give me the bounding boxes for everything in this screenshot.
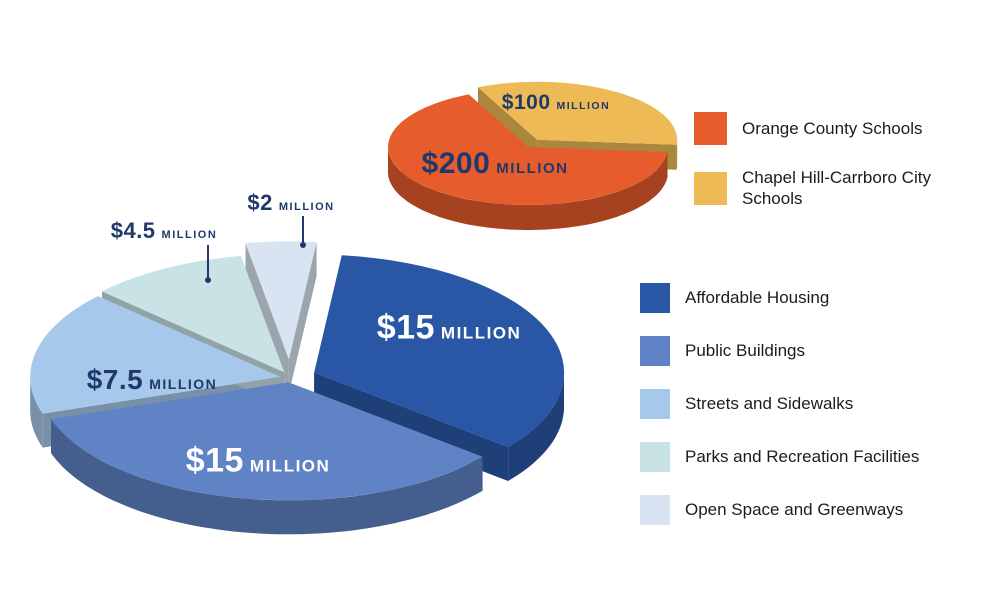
callout-line-parks [205, 245, 211, 283]
legend-item: Streets and Sidewalks [640, 389, 919, 419]
pie-slice-rim [388, 148, 668, 230]
legend-label: Public Buildings [685, 341, 806, 361]
pie-slice-rim [51, 419, 483, 535]
pie-slice-label-affordable-housing: $15 MILLION [377, 309, 522, 348]
pie-slice [478, 81, 678, 145]
slice-amount: $7.5 [86, 364, 144, 395]
callout-line-open-space [300, 216, 306, 248]
slice-suffix: MILLION [161, 229, 218, 241]
legend-item: Chapel Hill-Carrboro City Schools [694, 167, 967, 210]
slice-amount: $2 [247, 190, 273, 215]
pie-slice-rim [676, 140, 678, 170]
legend-item: Affordable Housing [640, 283, 919, 313]
legend-swatch [640, 442, 670, 472]
pie-slice [102, 256, 285, 373]
slice-suffix: MILLION [278, 201, 335, 213]
schools-legend: Orange County Schools Chapel Hill-Carrbor… [694, 112, 967, 210]
pie-slice-label-parks-recreation: $4.5 MILLION [111, 218, 218, 244]
pie-slice [388, 94, 668, 205]
legend-swatch [694, 112, 727, 145]
legend-item: Orange County Schools [694, 112, 967, 145]
slice-suffix: MILLION [556, 100, 611, 112]
bond-projects-legend: Affordable Housing Public Buildings Street… [640, 283, 919, 525]
slice-suffix: MILLION [149, 376, 218, 392]
slice-amount: $4.5 [110, 218, 156, 243]
legend-label: Streets and Sidewalks [685, 394, 854, 414]
legend-label: Chapel Hill-Carrboro City Schools [742, 168, 931, 209]
slice-suffix: MILLION [496, 160, 569, 177]
pie-slice-label-chapel-hill: $100 MILLION [502, 91, 610, 115]
pie-slice-label-open-space: $2 MILLION [247, 190, 334, 216]
legend-label: Open Space and Greenways [685, 500, 904, 520]
legend-swatch [640, 336, 670, 366]
legend-swatch [640, 495, 670, 525]
legend-item: Parks and Recreation Facilities [640, 442, 919, 472]
pie-slice-edge [288, 242, 317, 394]
slice-amount: $15 [376, 308, 435, 347]
pie-slice [30, 296, 281, 414]
slice-amount: $15 [185, 441, 244, 480]
slice-suffix: MILLION [249, 456, 331, 476]
slice-amount: $100 [501, 91, 551, 114]
legend-item: Open Space and Greenways [640, 495, 919, 525]
pie-slice-rim [508, 375, 564, 481]
legend-item: Public Buildings [640, 336, 919, 366]
pie-slice-label-streets-sidewalks: $7.5 MILLION [87, 364, 218, 396]
pie-slice-rim [30, 377, 43, 448]
legend-swatch [640, 283, 670, 313]
pie-slice-label-public-buildings: $15 MILLION [186, 442, 331, 481]
slice-amount: $200 [421, 147, 491, 180]
legend-label: Parks and Recreation Facilities [685, 447, 920, 467]
pie-slice [314, 255, 565, 447]
slice-suffix: MILLION [440, 323, 522, 343]
pie-slice [245, 241, 317, 360]
legend-swatch [694, 171, 727, 205]
legend-label: Orange County Schools [742, 118, 923, 138]
legend-swatch [640, 389, 670, 419]
pie-slice-label-orange-county: $200 MILLION [422, 147, 569, 181]
legend-label: Affordable Housing [685, 288, 830, 308]
pie-slice [51, 382, 483, 501]
